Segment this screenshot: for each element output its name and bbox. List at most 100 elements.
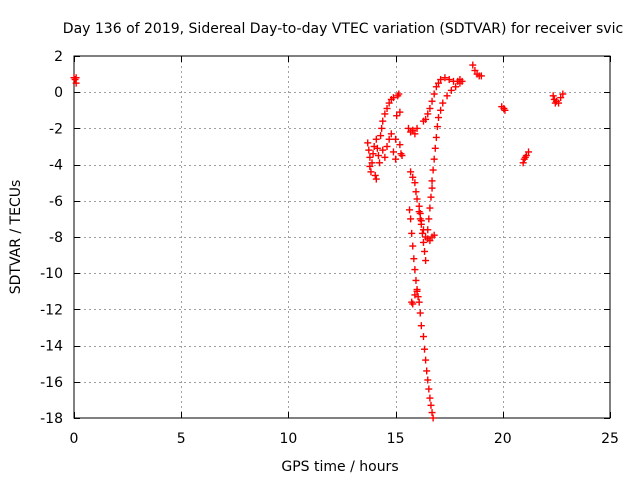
data-point	[406, 206, 414, 214]
chart-title: Day 136 of 2019, Sidereal Day-to-day VTE…	[63, 21, 623, 37]
data-point	[428, 97, 436, 105]
data-point	[427, 401, 435, 409]
data-point	[501, 106, 509, 114]
data-point	[413, 124, 421, 132]
data-point	[411, 291, 419, 299]
data-point	[426, 394, 434, 402]
data-point	[437, 76, 445, 84]
data-point	[412, 188, 420, 196]
data-point	[385, 135, 393, 143]
data-point	[437, 106, 445, 114]
data-point	[428, 184, 436, 192]
data-point	[383, 104, 391, 112]
data-point	[452, 83, 460, 91]
data-point	[411, 266, 419, 274]
data-point	[422, 115, 430, 123]
data-point	[389, 148, 397, 156]
y-tick-label: -18	[40, 411, 63, 427]
data-point	[409, 126, 417, 134]
y-tick-label: 0	[54, 85, 63, 101]
data-point	[410, 255, 418, 263]
x-tick-label: 5	[177, 431, 186, 447]
y-tick-label: -2	[49, 121, 63, 137]
data-point	[426, 204, 434, 212]
data-point	[416, 215, 424, 223]
data-point	[432, 83, 440, 91]
data-point	[549, 92, 557, 100]
data-point	[366, 162, 374, 170]
data-point	[377, 132, 385, 140]
data-point	[393, 112, 401, 120]
data-point	[383, 143, 391, 150]
data-point	[418, 229, 426, 237]
data-point	[411, 179, 419, 187]
data-points	[70, 61, 567, 422]
data-point	[415, 208, 423, 216]
data-point	[387, 130, 395, 138]
data-point	[364, 139, 372, 147]
data-point	[430, 231, 438, 239]
data-point	[426, 237, 434, 245]
x-tick-label: 0	[70, 431, 79, 447]
data-point	[419, 238, 427, 246]
data-point	[417, 220, 425, 228]
data-point	[429, 166, 437, 174]
data-point	[395, 90, 403, 98]
data-point	[409, 173, 417, 181]
data-point	[519, 159, 527, 167]
data-point	[424, 226, 432, 234]
data-point	[366, 153, 374, 161]
data-point	[379, 117, 387, 125]
y-tick-label: -12	[40, 302, 63, 318]
data-point	[427, 193, 435, 201]
data-point	[396, 108, 404, 116]
data-point	[72, 79, 80, 87]
data-point	[373, 144, 381, 152]
data-point	[477, 72, 485, 80]
data-point	[372, 135, 380, 143]
data-point	[381, 110, 389, 118]
data-point	[389, 94, 397, 102]
data-point	[555, 99, 563, 107]
data-point	[443, 92, 451, 100]
data-point	[525, 148, 533, 156]
data-point	[423, 367, 431, 375]
data-point	[430, 90, 438, 98]
data-point	[439, 99, 447, 107]
x-axis-label: GPS time / hours	[281, 459, 398, 475]
data-point	[426, 104, 434, 112]
data-point	[413, 287, 421, 295]
data-point	[425, 385, 433, 393]
data-point	[369, 150, 377, 158]
data-point	[371, 171, 379, 179]
data-point	[421, 247, 429, 255]
y-tick-label: -4	[49, 158, 63, 174]
data-point	[381, 153, 389, 161]
data-point	[428, 177, 436, 185]
data-point	[368, 159, 376, 167]
data-point	[522, 152, 530, 160]
data-point	[385, 99, 393, 107]
data-point	[409, 300, 417, 308]
data-point	[458, 77, 466, 85]
data-point	[415, 298, 423, 306]
data-point	[392, 155, 400, 163]
x-tick-label: 20	[494, 431, 512, 447]
y-tick-label: -8	[49, 230, 63, 246]
data-point	[434, 114, 442, 122]
data-point	[408, 229, 416, 237]
y-tick-label: -16	[40, 375, 63, 391]
data-point	[559, 90, 567, 98]
data-point	[409, 242, 417, 250]
data-point	[441, 74, 449, 82]
x-tick-label: 10	[279, 431, 297, 447]
data-point	[379, 146, 387, 154]
data-point	[372, 175, 380, 183]
y-tick-label: -14	[40, 339, 63, 355]
data-point	[431, 144, 439, 152]
data-point	[425, 215, 433, 223]
data-point	[367, 168, 375, 176]
